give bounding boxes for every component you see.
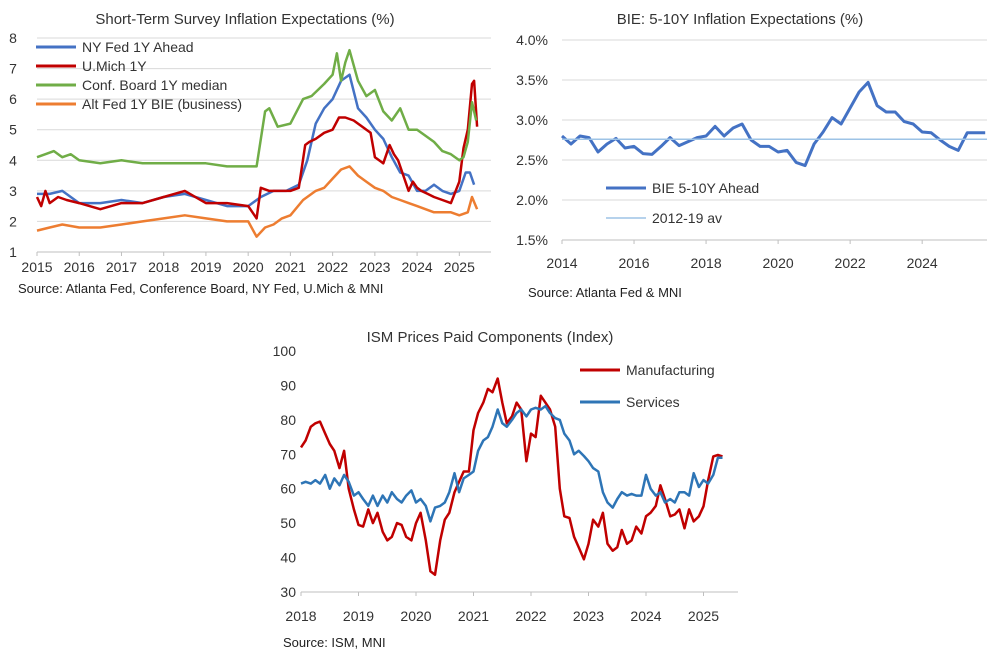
chart-1-title: Short-Term Survey Inflation Expectations… — [95, 11, 394, 28]
chart-1-legend: NY Fed 1Y Ahead U.Mich 1Y Conf. Board 1Y m… — [36, 39, 242, 112]
legend-label: Conf. Board 1Y median — [82, 77, 227, 93]
series-line-conf-board-1y-median — [36, 48, 478, 168]
x-tick-label: 2018 — [148, 259, 179, 275]
ism-prices-paid-chart: ISM Prices Paid Components (Index) 30 40 5… — [273, 329, 738, 650]
y-tick-label: 100 — [273, 343, 297, 359]
x-tick-label: 2014 — [546, 255, 577, 271]
y-tick-label: 40 — [280, 550, 296, 566]
y-tick-label: 3 — [9, 183, 17, 199]
chart-2-gridlines — [562, 39, 987, 241]
y-tick-label: 8 — [9, 30, 17, 46]
series-line-bie-5-10y-ahead — [561, 80, 986, 168]
chart-2-series — [561, 80, 987, 168]
x-tick-label: 2016 — [64, 259, 95, 275]
chart-3-x-ticks: 2018 2019 2020 2021 2022 2023 2024 2025 — [285, 592, 719, 624]
legend-label: BIE 5-10Y Ahead — [652, 180, 759, 196]
y-tick-label: 90 — [280, 377, 296, 393]
chart-1-x-ticks: 2015 2016 2017 2018 2019 2020 2021 2022 2023 2024… — [21, 252, 475, 275]
y-tick-label: 70 — [280, 446, 296, 462]
y-tick-label: 30 — [280, 584, 296, 600]
series-line-alt-fed-1y-bie-business- — [36, 165, 479, 238]
x-tick-label: 2017 — [106, 259, 137, 275]
chart-2-x-ticks: 2014 2016 2018 2020 2022 2024 — [546, 240, 938, 271]
chart-2-title: BIE: 5-10Y Inflation Expectations (%) — [617, 11, 864, 28]
legend-label: Alt Fed 1Y BIE (business) — [82, 96, 242, 112]
series-line-ny-fed-1y-ahead — [37, 73, 476, 208]
y-tick-label: 60 — [280, 481, 296, 497]
x-tick-label: 2020 — [763, 255, 794, 271]
x-tick-label: 2022 — [515, 608, 546, 624]
chart-1-gridlines — [37, 37, 491, 253]
chart-1-source: Source: Atlanta Fed, Conference Board, N… — [18, 281, 383, 296]
legend-label: Manufacturing — [626, 362, 715, 378]
x-tick-label: 2021 — [275, 259, 306, 275]
chart-1-series — [35, 48, 479, 238]
short-term-expectations-chart: Short-Term Survey Inflation Expectations… — [9, 11, 491, 296]
chart-3-source: Source: ISM, MNI — [283, 635, 386, 650]
y-tick-label: 1 — [9, 244, 17, 260]
bie-5-10y-chart: BIE: 5-10Y Inflation Expectations (%) 1.… — [516, 11, 987, 300]
x-tick-label: 2019 — [190, 259, 221, 275]
y-tick-label: 2.0% — [516, 192, 548, 208]
legend-label: U.Mich 1Y — [82, 58, 147, 74]
x-tick-label: 2022 — [317, 259, 348, 275]
y-tick-label: 3.0% — [516, 112, 548, 128]
legend-label: 2012-19 av — [652, 210, 722, 226]
series-line-services — [300, 404, 723, 523]
x-tick-label: 2018 — [285, 608, 316, 624]
x-tick-label: 2016 — [618, 255, 649, 271]
x-tick-label: 2018 — [690, 255, 721, 271]
legend-label: Services — [626, 394, 680, 410]
x-tick-label: 2023 — [573, 608, 604, 624]
series-line-u-mich-1y — [35, 79, 479, 220]
chart-3-series — [299, 377, 723, 577]
chart-3-title: ISM Prices Paid Components (Index) — [367, 329, 614, 346]
y-tick-label: 3.5% — [516, 72, 548, 88]
y-tick-label: 4.0% — [516, 32, 548, 48]
x-tick-label: 2021 — [458, 608, 489, 624]
y-tick-label: 5 — [9, 122, 17, 138]
chart-2-legend: BIE 5-10Y Ahead 2012-19 av — [606, 180, 759, 226]
y-tick-label: 50 — [280, 515, 296, 531]
x-tick-label: 2015 — [21, 259, 52, 275]
y-tick-label: 6 — [9, 91, 17, 107]
chart-2-source: Source: Atlanta Fed & MNI — [528, 285, 682, 300]
chart-3-y-ticks: 30 40 50 60 70 80 90 100 — [273, 343, 297, 600]
y-tick-label: 7 — [9, 61, 17, 77]
y-tick-label: 2.5% — [516, 152, 548, 168]
x-tick-label: 2019 — [343, 608, 374, 624]
series-line-manufacturing — [299, 377, 723, 577]
x-tick-label: 2025 — [444, 259, 475, 275]
x-tick-label: 2024 — [907, 255, 938, 271]
x-tick-label: 2020 — [400, 608, 431, 624]
x-tick-label: 2022 — [835, 255, 866, 271]
chart-1-y-ticks: 1 2 3 4 5 6 7 8 — [9, 30, 17, 260]
y-tick-label: 1.5% — [516, 232, 548, 248]
legend-label: NY Fed 1Y Ahead — [82, 39, 194, 55]
y-tick-label: 2 — [9, 213, 17, 229]
x-tick-label: 2024 — [630, 608, 661, 624]
x-tick-label: 2024 — [402, 259, 433, 275]
x-tick-label: 2025 — [688, 608, 719, 624]
chart-3-legend: Manufacturing Services — [580, 362, 715, 410]
y-tick-label: 4 — [9, 152, 17, 168]
y-tick-label: 80 — [280, 412, 296, 428]
x-tick-label: 2020 — [233, 259, 264, 275]
x-tick-label: 2023 — [359, 259, 390, 275]
chart-2-y-ticks: 1.5% 2.0% 2.5% 3.0% 3.5% 4.0% — [516, 32, 548, 248]
